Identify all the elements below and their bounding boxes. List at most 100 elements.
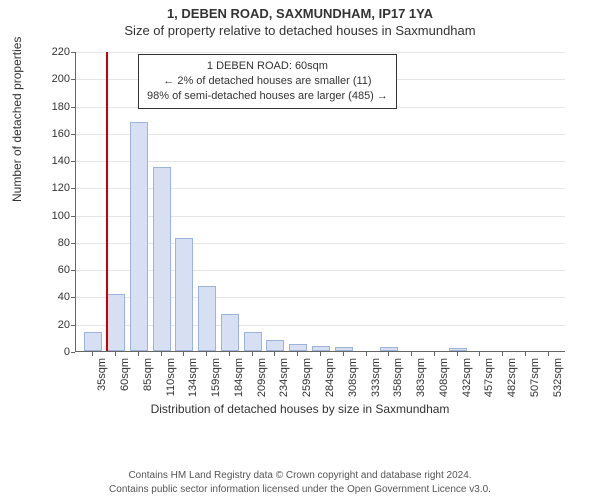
histogram-bar (84, 332, 102, 351)
histogram-bar (221, 314, 239, 351)
y-tick-mark (71, 79, 75, 80)
x-tick-mark (434, 352, 435, 356)
x-tick-label: 284sqm (324, 358, 336, 408)
histogram-bar (289, 344, 307, 351)
gridline (76, 270, 565, 271)
y-tick-label: 80 (30, 237, 70, 249)
y-tick-mark (71, 297, 75, 298)
x-tick-mark (343, 352, 344, 356)
x-tick-mark (115, 352, 116, 356)
x-tick-label: 482sqm (506, 358, 518, 408)
gridline (76, 216, 565, 217)
histogram-bar (312, 346, 330, 351)
histogram-bar (244, 332, 262, 351)
x-tick-mark (206, 352, 207, 356)
x-tick-mark (92, 352, 93, 356)
y-tick-label: 40 (30, 291, 70, 303)
x-tick-label: 259sqm (301, 358, 313, 408)
x-tick-label: 134sqm (187, 358, 199, 408)
chart-legend: 1 DEBEN ROAD: 60sqm← 2% of detached hous… (138, 54, 397, 109)
x-tick-mark (229, 352, 230, 356)
histogram-bar (175, 238, 193, 351)
histogram-bar (153, 167, 171, 351)
x-tick-mark (548, 352, 549, 356)
x-tick-label: 383sqm (415, 358, 427, 408)
x-tick-label: 532sqm (552, 358, 564, 408)
x-tick-mark (479, 352, 480, 356)
y-tick-label: 220 (30, 46, 70, 58)
y-tick-label: 100 (30, 210, 70, 222)
y-tick-mark (71, 325, 75, 326)
y-tick-label: 160 (30, 128, 70, 140)
page-subtitle: Size of property relative to detached ho… (0, 23, 600, 38)
y-tick-label: 140 (30, 155, 70, 167)
footer-line-2: Contains public sector information licen… (0, 483, 600, 497)
x-tick-label: 184sqm (233, 358, 245, 408)
histogram-bar (335, 347, 353, 351)
histogram-bar (266, 340, 284, 351)
x-tick-label: 358sqm (392, 358, 404, 408)
x-tick-mark (297, 352, 298, 356)
x-tick-mark (161, 352, 162, 356)
plot-area: 1 DEBEN ROAD: 60sqm← 2% of detached hous… (75, 52, 565, 352)
x-tick-label: 35sqm (96, 358, 108, 408)
y-tick-label: 120 (30, 182, 70, 194)
footer-credits: Contains HM Land Registry data © Crown c… (0, 469, 600, 496)
x-tick-label: 432sqm (461, 358, 473, 408)
x-tick-label: 60sqm (119, 358, 131, 408)
legend-line-1: 1 DEBEN ROAD: 60sqm (147, 59, 388, 74)
y-tick-mark (71, 52, 75, 53)
histogram-bar (380, 347, 398, 351)
gridline (76, 161, 565, 162)
x-tick-label: 159sqm (210, 358, 222, 408)
y-tick-label: 20 (30, 319, 70, 331)
histogram-bar (107, 294, 125, 351)
x-tick-mark (366, 352, 367, 356)
x-tick-mark (525, 352, 526, 356)
y-tick-mark (71, 188, 75, 189)
y-tick-label: 60 (30, 264, 70, 276)
x-tick-label: 457sqm (483, 358, 495, 408)
x-tick-mark (502, 352, 503, 356)
histogram-bar (130, 122, 148, 351)
y-tick-mark (71, 107, 75, 108)
x-tick-label: 110sqm (165, 358, 177, 408)
x-tick-mark (252, 352, 253, 356)
y-tick-label: 0 (30, 346, 70, 358)
y-tick-mark (71, 270, 75, 271)
gridline (76, 134, 565, 135)
page-title: 1, DEBEN ROAD, SAXMUNDHAM, IP17 1YA (0, 6, 600, 21)
y-tick-mark (71, 134, 75, 135)
x-tick-label: 85sqm (142, 358, 154, 408)
x-tick-label: 408sqm (438, 358, 450, 408)
footer-line-1: Contains HM Land Registry data © Crown c… (0, 469, 600, 483)
histogram-bar (198, 286, 216, 351)
x-tick-mark (183, 352, 184, 356)
legend-line-3: 98% of semi-detached houses are larger (… (147, 89, 388, 104)
gridline (76, 325, 565, 326)
x-tick-label: 234sqm (278, 358, 290, 408)
x-tick-label: 308sqm (347, 358, 359, 408)
y-tick-label: 200 (30, 73, 70, 85)
y-tick-mark (71, 161, 75, 162)
subject-marker-line (106, 52, 108, 351)
x-tick-mark (457, 352, 458, 356)
y-tick-label: 180 (30, 101, 70, 113)
x-tick-mark (411, 352, 412, 356)
x-tick-label: 333sqm (370, 358, 382, 408)
y-tick-mark (71, 216, 75, 217)
y-tick-mark (71, 352, 75, 353)
gridline (76, 188, 565, 189)
x-tick-mark (138, 352, 139, 356)
gridline (76, 297, 565, 298)
legend-line-2: ← 2% of detached houses are smaller (11) (147, 74, 388, 89)
y-axis-title: Number of detached properties (10, 37, 24, 202)
x-tick-mark (388, 352, 389, 356)
gridline (76, 52, 565, 53)
y-tick-mark (71, 243, 75, 244)
histogram-bar (449, 348, 467, 351)
x-tick-mark (320, 352, 321, 356)
gridline (76, 243, 565, 244)
chart-container: Number of detached properties 1 DEBEN RO… (20, 42, 580, 422)
x-tick-mark (274, 352, 275, 356)
